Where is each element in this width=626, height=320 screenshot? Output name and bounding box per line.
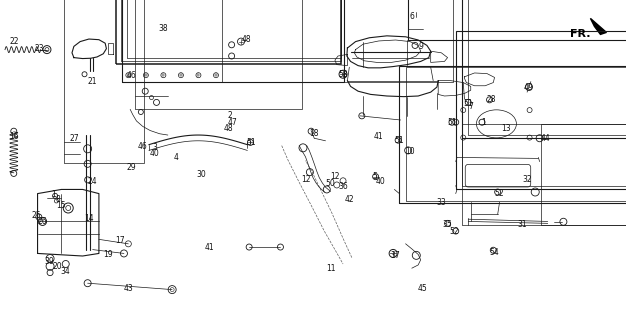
Text: 39: 39 <box>44 257 54 266</box>
Bar <box>408 0 626 40</box>
Text: 53: 53 <box>338 70 348 79</box>
Text: 8: 8 <box>55 196 60 204</box>
Text: 20: 20 <box>53 262 63 271</box>
Bar <box>406 67 626 201</box>
Text: 3: 3 <box>152 143 157 152</box>
Text: 46: 46 <box>138 142 148 151</box>
Text: 17: 17 <box>115 236 125 245</box>
Text: 21: 21 <box>88 77 98 86</box>
Bar <box>135 0 302 109</box>
Text: 47: 47 <box>228 118 238 127</box>
Text: 5: 5 <box>372 172 377 181</box>
Text: 40: 40 <box>150 149 160 158</box>
Text: 11: 11 <box>326 264 336 273</box>
Text: 32: 32 <box>522 175 532 184</box>
Text: 42: 42 <box>344 196 354 204</box>
Text: 4: 4 <box>174 153 179 162</box>
Text: 40: 40 <box>376 177 386 186</box>
Text: 49: 49 <box>524 83 534 92</box>
Text: 15: 15 <box>56 201 66 210</box>
Text: 29: 29 <box>126 164 136 172</box>
Bar <box>462 31 626 186</box>
Text: 52: 52 <box>495 189 505 198</box>
Text: 28: 28 <box>486 95 496 104</box>
Text: 41: 41 <box>374 132 384 141</box>
Text: 27: 27 <box>69 134 79 143</box>
Text: 48: 48 <box>241 36 251 44</box>
Text: 33: 33 <box>436 198 446 207</box>
Bar <box>127 0 341 58</box>
Bar <box>462 0 626 138</box>
Text: 34: 34 <box>61 267 71 276</box>
Text: 10: 10 <box>405 147 415 156</box>
Bar <box>399 66 626 203</box>
Text: 43: 43 <box>123 284 133 293</box>
Text: 54: 54 <box>490 248 500 257</box>
Text: 31: 31 <box>518 220 528 229</box>
Bar <box>541 124 626 225</box>
Text: FR.: FR. <box>570 29 591 39</box>
Text: 48: 48 <box>223 124 233 133</box>
Text: 51: 51 <box>447 118 457 127</box>
Text: 24: 24 <box>88 177 98 186</box>
Text: 44: 44 <box>541 134 551 143</box>
Bar <box>222 0 453 82</box>
Text: 51: 51 <box>247 138 257 147</box>
Text: 18: 18 <box>309 129 319 138</box>
Bar <box>462 124 626 225</box>
Text: 1: 1 <box>481 118 486 127</box>
Text: 52: 52 <box>449 227 459 236</box>
Text: 36: 36 <box>338 182 348 191</box>
Text: 6: 6 <box>409 12 414 21</box>
Text: 12: 12 <box>330 172 340 181</box>
Text: 46: 46 <box>126 71 136 80</box>
Text: 45: 45 <box>418 284 428 293</box>
Text: 9: 9 <box>418 42 423 51</box>
Text: 19: 19 <box>103 250 113 259</box>
Text: 22: 22 <box>9 37 19 46</box>
Text: 51: 51 <box>463 99 473 108</box>
Text: 16: 16 <box>9 132 19 141</box>
Text: 23: 23 <box>34 44 44 53</box>
Text: 37: 37 <box>391 251 401 260</box>
Text: 14: 14 <box>84 214 94 223</box>
Text: 2: 2 <box>228 111 233 120</box>
Bar <box>121 0 341 61</box>
Text: 12: 12 <box>300 175 310 184</box>
Text: 1: 1 <box>51 190 56 199</box>
Bar <box>456 31 626 189</box>
Text: 13: 13 <box>501 124 511 133</box>
Text: 50: 50 <box>326 179 336 188</box>
Text: 30: 30 <box>197 170 207 179</box>
Text: 26: 26 <box>38 217 48 226</box>
Text: 7: 7 <box>468 102 473 111</box>
Bar <box>122 0 344 82</box>
Bar <box>64 0 144 163</box>
Text: 51: 51 <box>394 136 404 145</box>
Bar <box>468 0 626 135</box>
Polygon shape <box>590 18 607 34</box>
Bar <box>116 0 341 64</box>
Text: 25: 25 <box>31 211 41 220</box>
Text: 41: 41 <box>205 244 215 252</box>
Text: 35: 35 <box>443 220 453 229</box>
Text: 38: 38 <box>158 24 168 33</box>
